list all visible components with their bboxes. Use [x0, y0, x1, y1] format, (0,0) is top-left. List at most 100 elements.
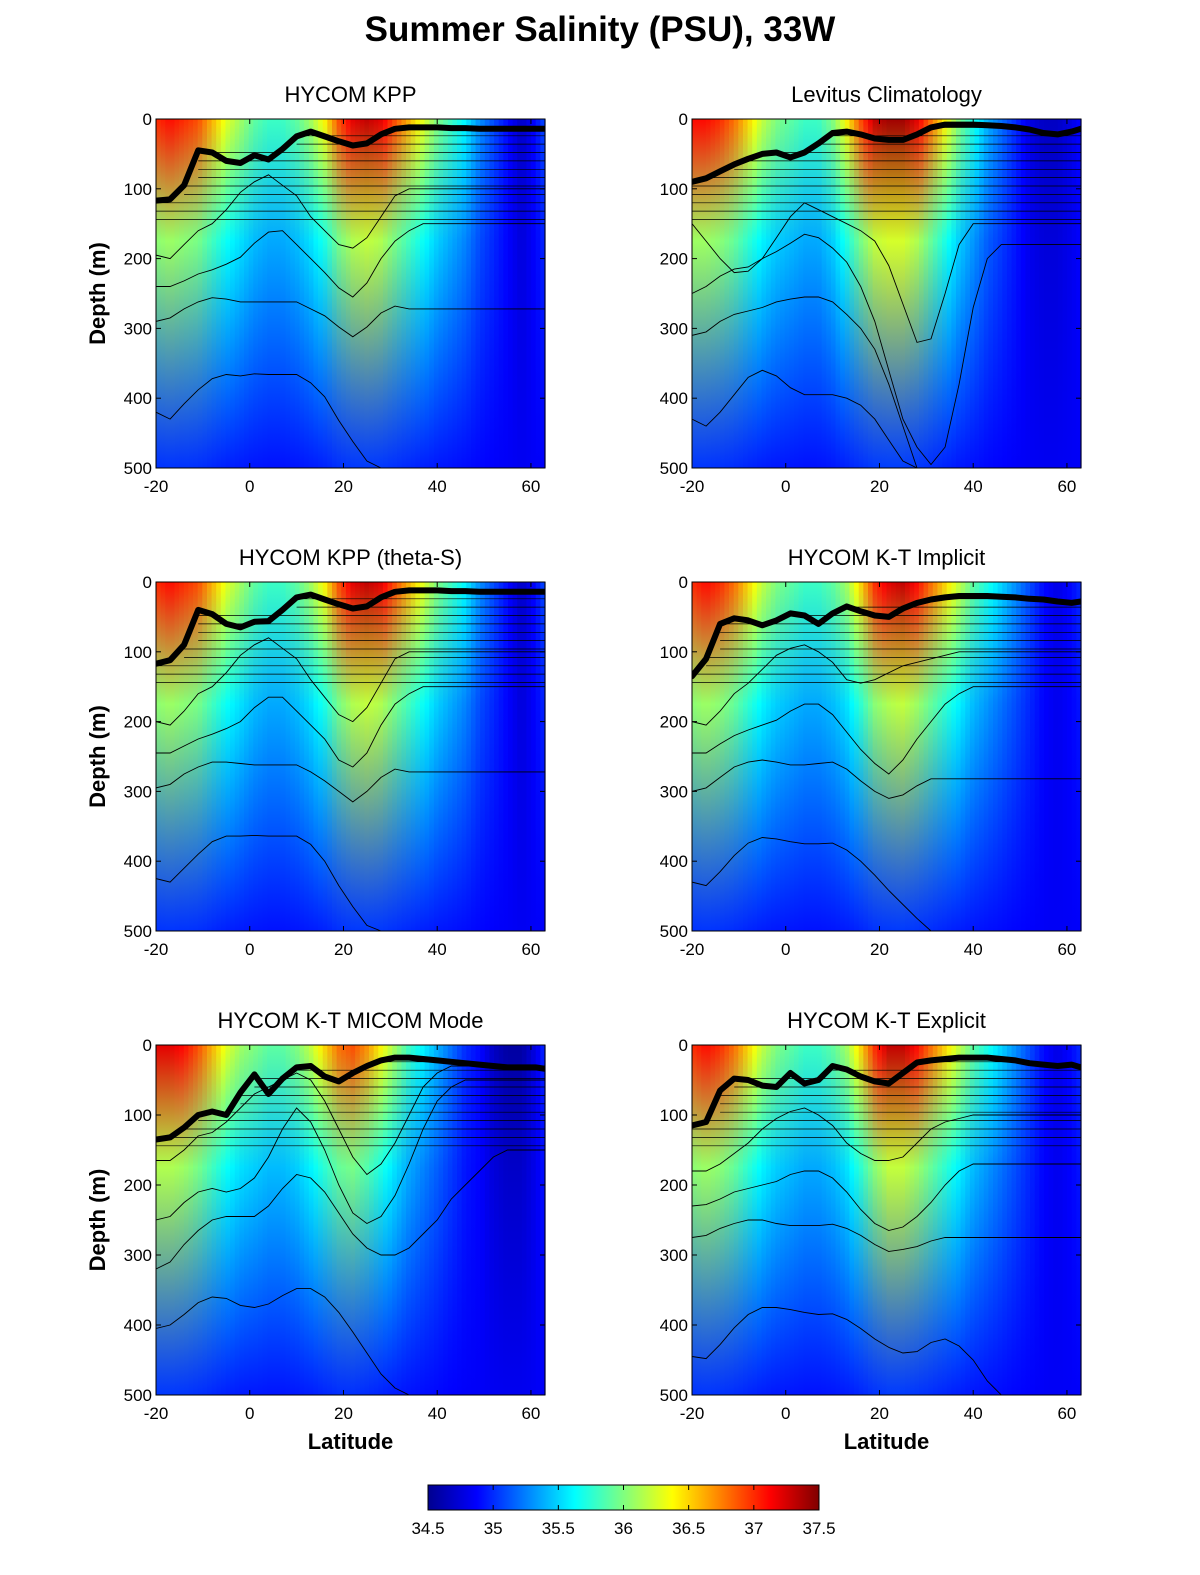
isohaline-contours [156, 637, 545, 931]
y-tick-label: 0 [143, 1036, 152, 1055]
isohaline-36.5 [692, 1107, 1081, 1172]
salinity-column [234, 582, 240, 931]
salinity-column [886, 119, 892, 468]
salinity-column [997, 1045, 1003, 1395]
salinity-column [710, 582, 716, 931]
salinity-column [202, 1045, 208, 1395]
salinity-column [257, 1045, 264, 1395]
x-tick-label: -20 [144, 1404, 169, 1423]
x-tick-label: 60 [1057, 1404, 1076, 1423]
salinity-column [211, 582, 217, 931]
salinity-column [392, 582, 398, 931]
salinity-column [396, 582, 403, 931]
salinity-column [886, 582, 892, 931]
salinity-column [216, 119, 222, 468]
axes-frame [691, 581, 1082, 932]
salinity-column [382, 582, 389, 931]
layer-lines [692, 598, 1081, 683]
colorbar-tick-label: 36.5 [672, 1519, 705, 1538]
salinity-column [243, 1045, 250, 1395]
salinity-column [914, 582, 920, 931]
x-tick-label: 60 [1057, 940, 1076, 959]
isohaline-36.0 [156, 686, 545, 768]
isohaline-35.5 [156, 1149, 545, 1270]
salinity-column [165, 119, 171, 468]
salinity-column [960, 119, 966, 468]
salinity-column [318, 1045, 324, 1395]
salinity-column [988, 582, 994, 931]
salinity-column [895, 119, 901, 468]
salinity-column [202, 582, 208, 931]
salinity-column [169, 582, 176, 931]
salinity-column [909, 582, 915, 931]
salinity-column [1034, 1045, 1040, 1395]
colorbar-tick-label: 35.5 [542, 1519, 575, 1538]
salinity-column [1043, 1045, 1050, 1395]
salinity-column [891, 582, 897, 931]
salinity-column [761, 119, 767, 468]
salinity-column [715, 582, 721, 931]
isohaline-36.5 [692, 202, 1081, 343]
colorbar-tick-label: 37 [744, 1519, 763, 1538]
salinity-column [183, 1045, 190, 1395]
y-tick-label: 100 [660, 180, 688, 199]
salinity-column [276, 582, 282, 931]
salinity-column [160, 119, 166, 468]
salinity-column [480, 582, 486, 931]
salinity-column [355, 582, 361, 931]
salinity-column [494, 1045, 500, 1395]
x-tick-label: 20 [334, 940, 353, 959]
salinity-column [881, 582, 888, 931]
salinity-column [489, 119, 495, 468]
salinity-column [1039, 1045, 1045, 1395]
salinity-column [867, 119, 874, 468]
y-tick-label: 400 [660, 852, 688, 871]
salinity-column [821, 119, 827, 468]
salinity-column [470, 119, 477, 468]
salinity-column [918, 119, 925, 468]
panel-5: HYCOM K-T MICOM Mode -20 0 20 40 60 0 100 200 300… [85, 1008, 546, 1454]
x-axis-label: Latitude [844, 1429, 930, 1454]
salinity-column [914, 119, 920, 468]
salinity-column [858, 582, 864, 931]
salinity-column [216, 582, 222, 931]
salinity-column [965, 1045, 971, 1395]
colorbar-tick-label: 34.5 [411, 1519, 444, 1538]
salinity-column [308, 119, 315, 468]
salinity-column [923, 119, 929, 468]
salinity-column [526, 1045, 532, 1395]
salinity-column [406, 582, 412, 931]
salinity-column [160, 582, 166, 931]
salinity-column [331, 1045, 338, 1395]
salinity-column [433, 582, 440, 931]
salinity-column [1076, 582, 1082, 931]
salinity-column [775, 119, 781, 468]
salinity-column [494, 119, 500, 468]
panel-title: HYCOM KPP (theta-S) [239, 545, 462, 570]
salinity-column [789, 1045, 795, 1395]
salinity-column [156, 582, 162, 931]
salinity-column [1016, 1045, 1022, 1395]
salinity-column [271, 582, 278, 931]
x-tick-label: 60 [521, 940, 540, 959]
salinity-column [696, 119, 702, 468]
salinity-column [983, 119, 989, 468]
salinity-column [415, 582, 421, 931]
salinity-column [281, 119, 287, 468]
salinity-column [220, 1045, 227, 1395]
x-tick-label: 0 [245, 477, 254, 496]
salinity-column [692, 1045, 698, 1395]
y-tick-label: 400 [124, 1316, 152, 1335]
salinity-column [1011, 582, 1017, 931]
salinity-column [937, 582, 943, 931]
isohaline-35.0 [692, 1307, 1081, 1395]
salinity-column [350, 582, 356, 931]
salinity-column [336, 1045, 342, 1395]
isohaline-contours [692, 202, 1081, 468]
salinity-column [844, 582, 851, 931]
salinity-column [1076, 119, 1082, 468]
salinity-column [267, 119, 273, 468]
salinity-column [484, 119, 491, 468]
salinity-column [905, 119, 911, 468]
y-tick-label: 500 [660, 459, 688, 478]
